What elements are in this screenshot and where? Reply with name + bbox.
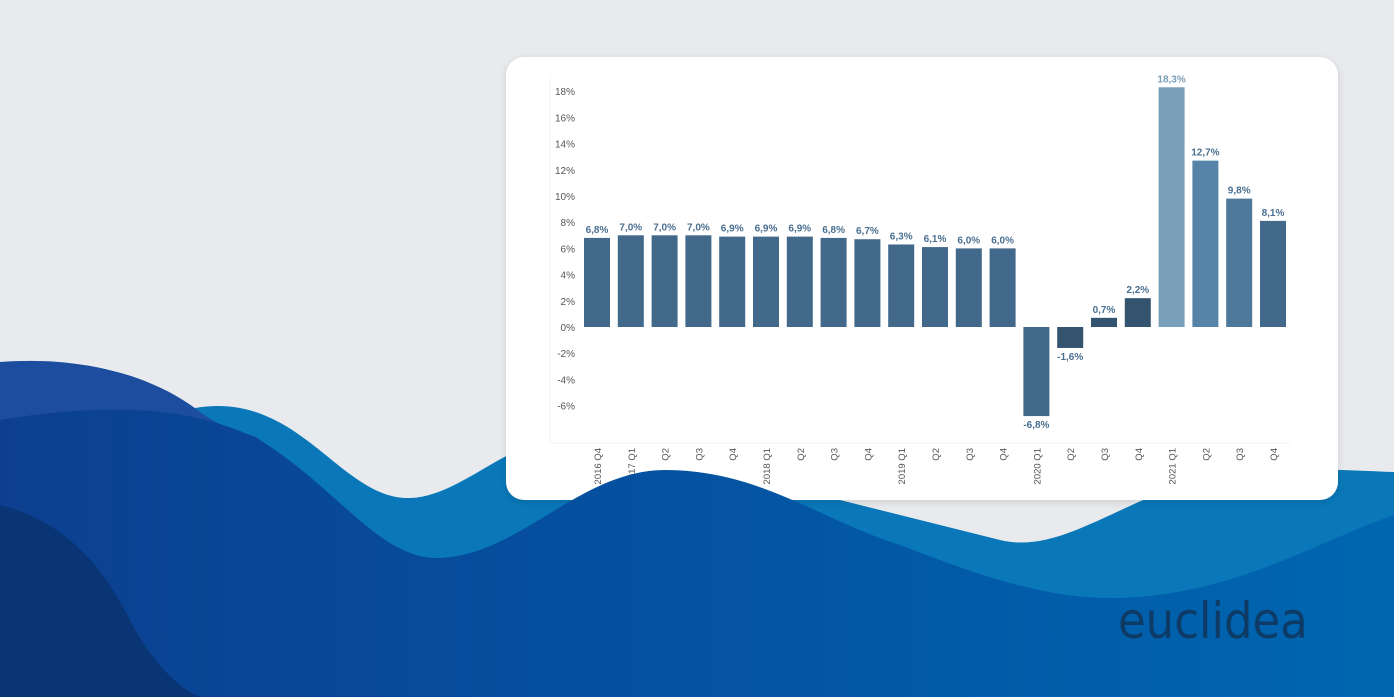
x-tick-label: 2020 Q1 bbox=[1032, 448, 1043, 484]
bar-17 bbox=[1158, 87, 1185, 328]
data-label: 12,7% bbox=[1191, 148, 1219, 159]
data-label: -1,6% bbox=[1057, 352, 1083, 363]
data-label: 6,9% bbox=[755, 224, 778, 235]
bar-18 bbox=[1192, 160, 1219, 327]
bar-19 bbox=[1226, 198, 1253, 327]
bar-11 bbox=[955, 248, 982, 327]
data-label: 6,0% bbox=[957, 235, 980, 246]
y-tick-label: 8% bbox=[561, 218, 576, 229]
bar-10 bbox=[922, 247, 948, 327]
data-label: 7,0% bbox=[619, 222, 642, 233]
data-label: 6,8% bbox=[822, 225, 845, 236]
x-tick-label: Q3 bbox=[1100, 448, 1111, 461]
data-label: 8,1% bbox=[1262, 208, 1285, 219]
bar-1 bbox=[617, 235, 644, 327]
y-tick-label: 12% bbox=[555, 166, 575, 177]
y-tick-label: -4% bbox=[557, 375, 575, 386]
y-tick-label: -6% bbox=[557, 402, 575, 413]
data-label: -6,8% bbox=[1023, 420, 1049, 431]
data-label: 7,0% bbox=[653, 222, 676, 233]
data-label: 6,0% bbox=[991, 235, 1014, 246]
x-tick-label: 2021 Q1 bbox=[1168, 448, 1179, 484]
x-tick-label: Q4 bbox=[728, 448, 739, 461]
y-tick-label: 0% bbox=[561, 323, 576, 334]
x-tick-label: Q3 bbox=[694, 448, 705, 461]
bar-3 bbox=[685, 235, 712, 327]
data-label: 9,8% bbox=[1228, 186, 1251, 197]
bar-20 bbox=[1260, 220, 1286, 327]
bar-7 bbox=[820, 237, 847, 327]
y-tick-label: 18% bbox=[555, 87, 575, 98]
y-tick-label: 2% bbox=[561, 297, 576, 308]
bar-4 bbox=[719, 236, 746, 327]
bar-8 bbox=[854, 239, 881, 327]
x-tick-label: Q2 bbox=[931, 448, 942, 461]
bar-6 bbox=[786, 236, 813, 327]
bar-5 bbox=[753, 236, 779, 327]
x-tick-label: Q4 bbox=[863, 448, 874, 461]
data-label: 2,2% bbox=[1126, 285, 1149, 296]
bar-2 bbox=[651, 235, 678, 327]
x-tick-label: Q4 bbox=[1269, 448, 1280, 461]
data-label: 6,1% bbox=[924, 234, 947, 245]
data-label: 0,7% bbox=[1093, 305, 1116, 316]
x-tick-label: 2019 Q1 bbox=[897, 448, 908, 484]
x-tick-label: 2018 Q1 bbox=[762, 448, 773, 484]
x-tick-label: Q3 bbox=[830, 448, 841, 461]
bar-16 bbox=[1124, 298, 1151, 327]
x-tick-label: 2017 Q1 bbox=[627, 448, 638, 484]
x-tick-label: Q2 bbox=[661, 448, 672, 461]
x-tick-label: Q2 bbox=[796, 448, 807, 461]
x-tick-label: Q2 bbox=[1201, 448, 1212, 461]
y-tick-label: -2% bbox=[557, 349, 575, 360]
x-tick-label: Q3 bbox=[1235, 448, 1246, 461]
data-label: 7,0% bbox=[687, 222, 710, 233]
x-tick-label: 2016 Q4 bbox=[593, 448, 604, 484]
x-tick-label: Q2 bbox=[1066, 448, 1077, 461]
bar-13 bbox=[1023, 327, 1050, 417]
y-tick-label: 14% bbox=[555, 140, 575, 151]
x-tick-label: Q4 bbox=[1134, 448, 1145, 461]
data-label: 6,8% bbox=[586, 225, 609, 236]
y-tick-label: 4% bbox=[561, 271, 576, 282]
bar-14 bbox=[1057, 327, 1084, 348]
x-tick-label: Q4 bbox=[999, 448, 1010, 461]
bar-0 bbox=[584, 237, 610, 327]
euclidea-logo: euclidea bbox=[1118, 592, 1308, 650]
bar-15 bbox=[1091, 317, 1117, 327]
y-tick-label: 10% bbox=[555, 192, 575, 203]
y-tick-label: 16% bbox=[555, 113, 575, 124]
data-label: 18,3% bbox=[1157, 74, 1185, 85]
data-label: 6,3% bbox=[890, 231, 913, 242]
data-label: 6,7% bbox=[856, 226, 879, 237]
data-label: 6,9% bbox=[788, 224, 811, 235]
y-tick-label: 6% bbox=[561, 244, 576, 255]
bar-12 bbox=[989, 248, 1016, 327]
bar-9 bbox=[888, 244, 915, 327]
data-label: 6,9% bbox=[721, 224, 744, 235]
x-tick-label: Q3 bbox=[965, 448, 976, 461]
